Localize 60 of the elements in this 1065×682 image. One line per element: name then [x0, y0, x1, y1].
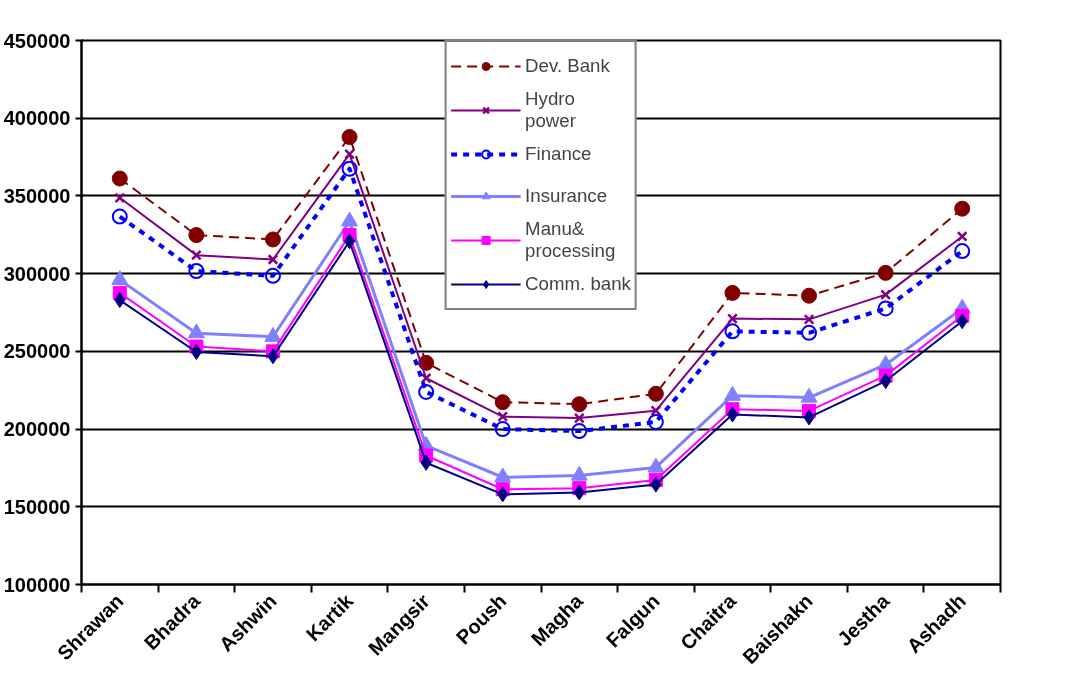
y-tick-label: 150000 [3, 495, 71, 518]
point [341, 129, 358, 146]
point [341, 160, 358, 177]
point [420, 454, 432, 471]
point [803, 313, 815, 325]
point [111, 208, 128, 225]
point [647, 385, 664, 402]
point [264, 267, 281, 284]
legend-label: Manu& processing [525, 218, 616, 262]
point [494, 421, 511, 438]
point [420, 372, 432, 384]
point [571, 396, 588, 413]
point [573, 484, 585, 501]
point [956, 313, 968, 330]
point [877, 264, 894, 281]
point [418, 383, 435, 400]
y-tick-label: 200000 [3, 418, 71, 441]
point [801, 324, 818, 341]
legend-label: Dev. Bank [525, 54, 610, 78]
y-tick-label: 100000 [3, 573, 71, 596]
point [267, 348, 279, 365]
point [114, 192, 126, 204]
y-tick-label: 250000 [3, 340, 71, 363]
point [497, 411, 509, 423]
point [264, 231, 281, 248]
point [880, 373, 892, 390]
y-tick-label: 450000 [3, 29, 71, 52]
point [954, 243, 971, 260]
point [954, 200, 971, 217]
point [803, 409, 815, 426]
point [188, 263, 205, 279]
point [497, 486, 509, 503]
point [877, 300, 894, 317]
point [190, 343, 202, 360]
point [880, 289, 892, 301]
point [267, 254, 279, 265]
point [494, 394, 511, 411]
legend-label: Insurance [525, 184, 608, 208]
point [344, 233, 356, 250]
point [801, 287, 818, 304]
y-tick-label: 350000 [3, 184, 71, 207]
point [111, 170, 128, 187]
point [571, 423, 588, 440]
legend-label: Comm. bank [525, 272, 631, 296]
point [573, 412, 585, 424]
point [726, 406, 738, 423]
point [190, 249, 202, 261]
point [726, 313, 738, 325]
point [724, 284, 741, 301]
point [956, 231, 968, 242]
y-tick-label: 400000 [3, 107, 71, 130]
legend-label: Finance [525, 142, 592, 166]
legend-label: Hydro power [525, 88, 576, 132]
point [650, 476, 662, 493]
y-tick-label: 300000 [3, 262, 71, 285]
point [188, 227, 205, 244]
point [724, 323, 741, 340]
point [344, 148, 356, 160]
point [114, 292, 126, 309]
point [647, 413, 664, 430]
